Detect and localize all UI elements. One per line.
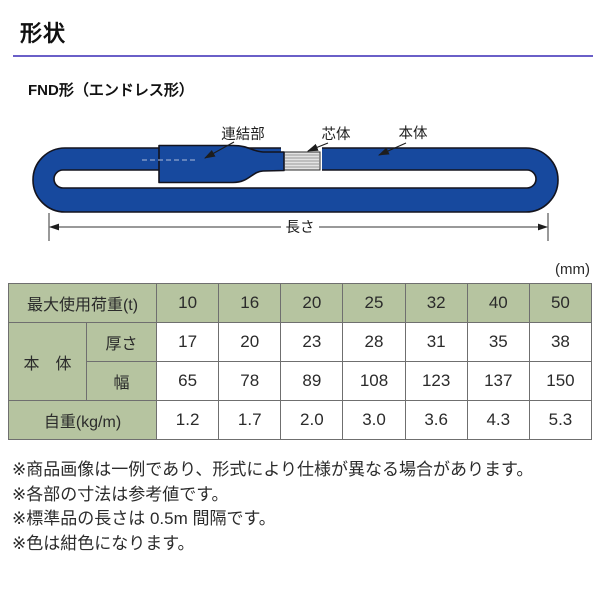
thickness-value: 17 (156, 322, 220, 362)
max-load-value: 32 (404, 283, 468, 323)
width-value: 89 (280, 361, 344, 401)
core-leader-arrow (306, 142, 329, 152)
width-value: 65 (156, 361, 220, 401)
thickness-row: 本 体 厚さ 17 20 23 28 31 35 38 (8, 322, 593, 401)
weight-value: 3.6 (404, 400, 468, 440)
core-label: 芯体 (322, 126, 351, 143)
max-load-value: 50 (528, 283, 593, 323)
width-header: 幅 (85, 361, 158, 401)
table-unit-label: (mm) (555, 261, 590, 278)
max-load-value: 40 (466, 283, 530, 323)
thickness-value: 31 (404, 322, 468, 362)
sling-loop-inner (53, 169, 537, 189)
joint-label: 連結部 (221, 126, 265, 143)
title-divider (13, 55, 593, 57)
width-value: 150 (528, 361, 593, 401)
thickness-value: 38 (528, 322, 593, 362)
weight-value: 5.3 (528, 400, 593, 440)
length-label: 長さ (286, 219, 315, 236)
spec-table: 最大使用荷重(t) 10 16 20 25 32 40 50 本 体 厚さ 17… (7, 283, 593, 440)
thickness-value: 35 (466, 322, 530, 362)
body-group-header: 本 体 (8, 322, 87, 401)
weight-value: 2.0 (280, 400, 344, 440)
max-load-value: 20 (280, 283, 344, 323)
max-load-value: 25 (342, 283, 406, 323)
width-value: 137 (466, 361, 530, 401)
max-load-row: 最大使用荷重(t) 10 16 20 25 32 40 50 (7, 283, 593, 323)
weight-value: 1.7 (218, 400, 282, 440)
joint-leader-arrow (204, 141, 235, 159)
length-dimension: 長さ (48, 213, 549, 241)
note-line: ※色は紺色になります。 (12, 533, 195, 553)
thickness-header: 厚さ (85, 322, 158, 362)
note-line: ※商品画像は一例であり、形式により仕様が異なる場合があります。 (12, 460, 534, 479)
joint-sleeve (158, 144, 285, 184)
width-row: 幅 65 78 89 108 123 137 150 (9, 361, 593, 401)
width-value: 123 (404, 361, 468, 401)
max-load-header: 最大使用荷重(t) (7, 283, 158, 323)
thickness-value: 20 (218, 322, 282, 362)
thickness-value: 23 (280, 322, 344, 362)
note-line: ※各部の寸法は参考値です。 (12, 484, 229, 504)
weight-header: 自重(kg/m) (7, 400, 158, 440)
weight-value: 3.0 (342, 400, 406, 440)
sling-diagram: 連結部 芯体 本体 長さ (32, 125, 559, 241)
weight-row: 自重(kg/m) 1.2 1.7 2.0 3.0 3.6 4.3 5.3 (7, 400, 593, 440)
weight-value: 4.3 (466, 400, 530, 440)
max-load-value: 10 (156, 283, 220, 323)
width-value: 78 (218, 361, 282, 401)
thickness-value: 28 (342, 322, 406, 362)
note-line: ※標準品の長さは 0.5m 間隔です。 (12, 509, 276, 528)
body-label: 本体 (399, 125, 428, 142)
footnotes: ※商品画像は一例であり、形式により仕様が異なる場合があります。 ※各部の寸法は参… (12, 458, 596, 556)
width-value: 108 (342, 361, 406, 401)
product-type-subtitle: FND形（エンドレス形） (28, 82, 194, 99)
weight-value: 1.2 (156, 400, 220, 440)
core-section (283, 151, 321, 171)
page-title: 形状 (20, 21, 67, 46)
max-load-value: 16 (218, 283, 282, 323)
body-leader-arrow (377, 142, 407, 156)
